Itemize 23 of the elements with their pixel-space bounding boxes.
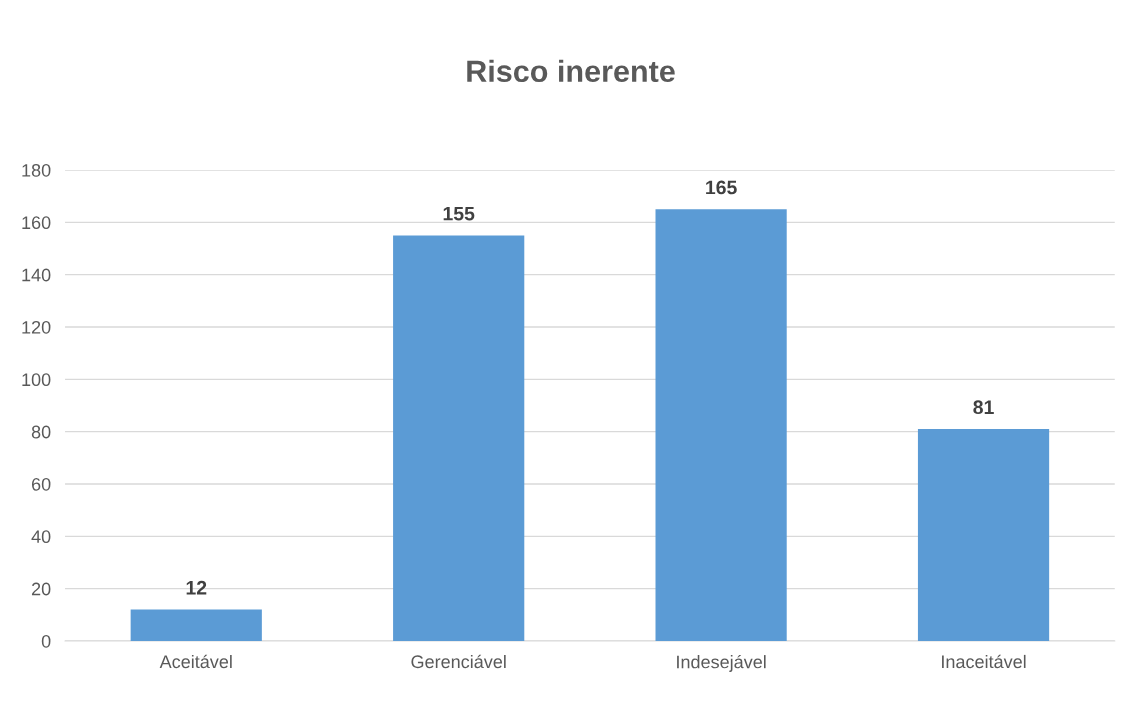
x-tick-label: Indesejável bbox=[677, 654, 766, 672]
y-tick-label: 140 bbox=[22, 268, 51, 282]
bar bbox=[393, 235, 525, 641]
x-tick-label: Gerenciável bbox=[411, 654, 506, 669]
x-tick-label: Inaceitável bbox=[942, 654, 1026, 669]
data-label: 165 bbox=[706, 180, 737, 195]
y-tick-label: 40 bbox=[31, 530, 51, 544]
bar bbox=[917, 429, 1050, 641]
x-tick-label: Aceitável bbox=[159, 654, 232, 669]
y-tick-label: 20 bbox=[31, 582, 51, 596]
y-tick-label: 180 bbox=[22, 163, 51, 177]
bar bbox=[655, 209, 787, 641]
data-label: 12 bbox=[186, 580, 207, 595]
y-tick-label: 160 bbox=[22, 216, 51, 230]
y-tick-label: 100 bbox=[22, 373, 51, 387]
y-tick-label: 80 bbox=[31, 425, 51, 439]
chart-title: Risco inerente bbox=[467, 59, 675, 83]
y-tick-label: 120 bbox=[22, 320, 51, 334]
data-label: 155 bbox=[443, 206, 475, 221]
y-tick-label: 0 bbox=[41, 634, 51, 648]
y-tick-label: 60 bbox=[31, 477, 51, 491]
data-label: 81 bbox=[973, 400, 994, 415]
bar bbox=[130, 609, 262, 641]
